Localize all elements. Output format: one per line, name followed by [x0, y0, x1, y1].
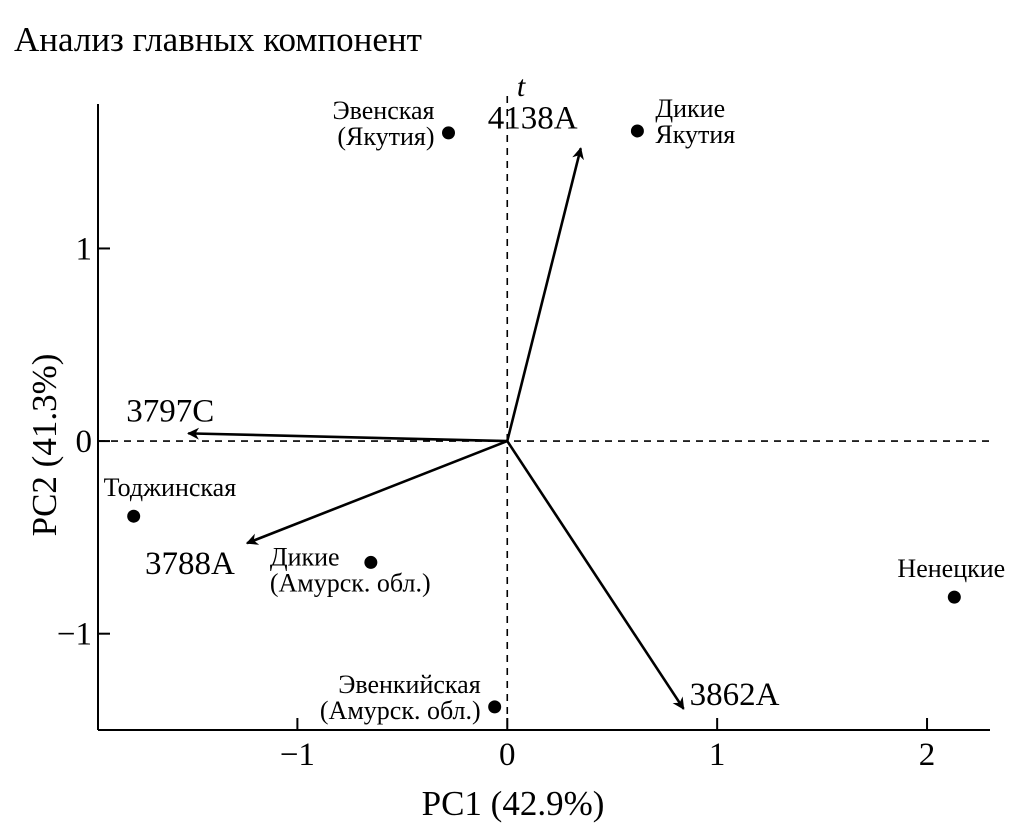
sample-point-label: (Амурск. обл.)	[270, 568, 431, 597]
loading-vector-arrow	[506, 440, 685, 710]
loading-vectors: 4138A 3797C 3788A 3862A	[126, 100, 779, 713]
x-tick-label: −1	[280, 737, 315, 773]
sample-point	[364, 555, 378, 569]
loading-vector-label: 4138A	[488, 100, 578, 136]
sample-point-label: Тоджинская	[104, 473, 237, 502]
loading-vector-arrow	[187, 427, 508, 443]
sample-point-label: Эвенкийская	[338, 670, 481, 699]
ticks: −1 0 1 2 −1 0 1	[57, 231, 935, 773]
x-tick-label: 0	[499, 737, 516, 773]
sample-point	[630, 124, 644, 138]
sample-point-label: Дикие	[655, 94, 725, 123]
sample-points: Эвенская(Якутия)ДикиеЯкутияТоджинскаяДик…	[104, 94, 1006, 725]
axis-top-label: t	[517, 70, 526, 103]
reference-lines	[98, 96, 990, 730]
sample-point	[947, 590, 961, 604]
loading-vector-label: 3862A	[690, 677, 780, 713]
x-tick-label: 1	[709, 737, 726, 773]
y-tick-label: 1	[76, 231, 93, 267]
loading-vector-arrow	[245, 439, 508, 545]
loading-vector-label: 3797C	[126, 393, 214, 429]
loading-vector-label: 3788A	[145, 546, 235, 582]
sample-point	[127, 509, 141, 523]
y-tick-label: −1	[57, 617, 92, 653]
x-tick-label: 2	[919, 737, 936, 773]
sample-point	[442, 126, 456, 140]
y-tick-label: 0	[76, 424, 93, 460]
sample-point-label: Эвенская	[332, 96, 434, 125]
sample-point-label: Дикие	[270, 542, 340, 571]
sample-point-label: Ненецкие	[897, 554, 1005, 583]
loading-vector-arrow	[506, 147, 584, 442]
sample-point	[488, 700, 502, 714]
x-axis-label: PC1 (42.9%)	[422, 784, 605, 823]
sample-point-label: (Якутия)	[337, 122, 434, 151]
axes	[97, 104, 990, 731]
sample-point-label: (Амурск. обл.)	[320, 696, 481, 725]
chart-title: Анализ главных компонент	[14, 20, 422, 59]
y-axis-label: PC2 (41.3%)	[25, 354, 64, 537]
sample-point-label: Якутия	[655, 120, 735, 149]
